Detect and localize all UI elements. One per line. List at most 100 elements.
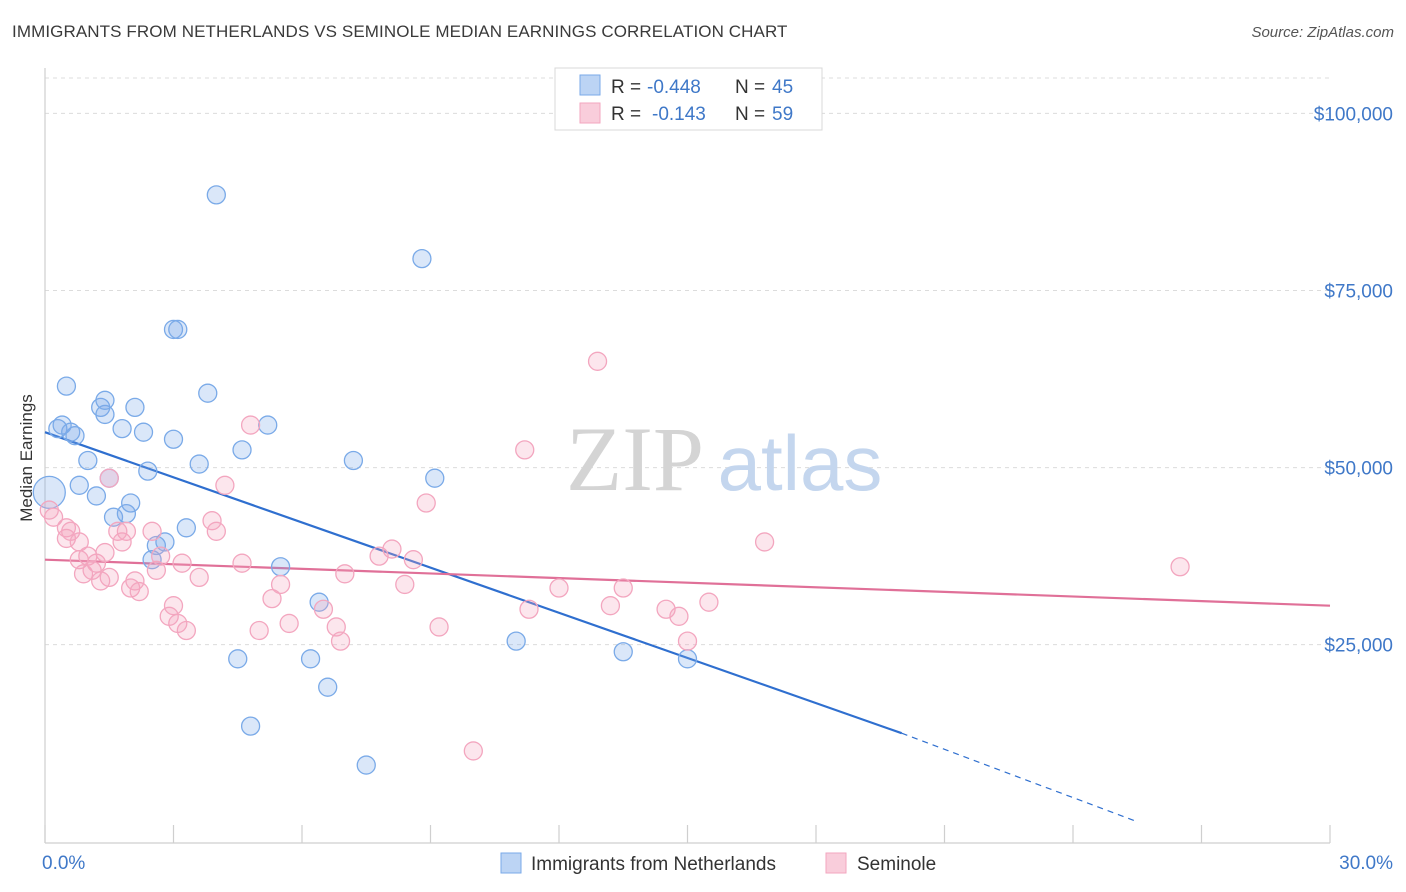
point-seminole [382, 539, 402, 559]
point-netherlands [270, 557, 291, 577]
y-tick-label: $50,000 [1324, 459, 1393, 480]
point-seminole [99, 567, 119, 588]
point-seminole [202, 511, 222, 531]
point-seminole [600, 596, 621, 616]
point-netherlands [121, 493, 141, 513]
legend-n-value-1: 45 [772, 77, 793, 98]
point-netherlands [412, 248, 432, 269]
point-netherlands [189, 454, 209, 474]
point-seminole [395, 574, 415, 595]
point-seminole [232, 553, 252, 573]
axes [44, 68, 1331, 844]
point-netherlands [32, 475, 66, 510]
legend-r-label-2: R = [611, 104, 641, 125]
point-netherlands [506, 631, 526, 651]
legend-n-value-2: 59 [772, 104, 793, 125]
correlation-legend: R = -0.448 N = 45 R = -0.143 N = 59 [554, 67, 823, 131]
point-seminole [249, 620, 269, 641]
watermark-atlas: atlas [718, 419, 883, 507]
point-seminole [129, 581, 149, 602]
trend-lines [44, 431, 1331, 823]
legend-r-value-2: -0.143 [652, 104, 706, 125]
legend-swatch-seminole [579, 102, 601, 124]
point-seminole [176, 620, 197, 641]
point-seminole [116, 521, 137, 541]
point-netherlands [65, 426, 85, 446]
point-netherlands [163, 429, 184, 449]
point-netherlands [95, 390, 115, 410]
y-tick-label: $100,000 [1314, 104, 1393, 125]
zipatlas-watermark: ZIP atlas [566, 408, 882, 510]
point-seminole [549, 578, 569, 598]
point-netherlands [176, 518, 197, 538]
point-netherlands [258, 415, 278, 435]
point-seminole [754, 532, 775, 552]
point-netherlands [163, 319, 184, 340]
data-points [32, 185, 1190, 775]
point-seminole [463, 741, 483, 761]
point-seminole [519, 599, 539, 619]
legend-n-label-2: N = [735, 104, 765, 125]
point-seminole [279, 613, 299, 634]
point-netherlands [232, 440, 252, 460]
point-netherlands [198, 383, 218, 403]
point-netherlands [206, 185, 226, 205]
point-seminole [669, 606, 689, 626]
point-netherlands [69, 475, 89, 495]
point-netherlands [95, 404, 115, 425]
point-seminole [95, 542, 115, 563]
point-netherlands [318, 677, 338, 697]
x-tick-label-min: 0.0% [42, 853, 85, 874]
point-netherlands [300, 649, 321, 669]
point-seminole [270, 574, 291, 595]
series-swatch-netherlands [500, 852, 522, 874]
point-netherlands [613, 642, 633, 662]
point-netherlands [155, 532, 175, 552]
x-tick-labels: 0.0% 30.0% [42, 853, 1393, 874]
y-tick-label: $75,000 [1324, 282, 1393, 303]
point-netherlands [125, 397, 145, 418]
point-seminole [677, 631, 698, 651]
point-seminole [142, 521, 162, 541]
legend-n-label-1: N = [735, 77, 765, 98]
point-netherlands [133, 422, 154, 442]
point-seminole [125, 571, 145, 591]
point-netherlands [343, 450, 364, 471]
point-netherlands [86, 486, 107, 506]
point-seminole [99, 468, 119, 488]
legend-r-label-1: R = [611, 77, 641, 98]
point-seminole [146, 560, 167, 580]
point-seminole [172, 553, 192, 573]
point-seminole [515, 440, 535, 460]
trend-line-netherlands [44, 431, 903, 735]
point-seminole [150, 546, 171, 566]
point-seminole [429, 617, 449, 637]
point-netherlands [78, 450, 98, 471]
point-seminole [1170, 557, 1190, 577]
point-seminole [215, 475, 235, 495]
point-netherlands [425, 468, 445, 488]
point-seminole [313, 599, 334, 619]
point-netherlands [677, 649, 698, 669]
y-tick-labels: $25,000 $50,000 $75,000 $100,000 [1314, 104, 1393, 656]
point-seminole [163, 596, 184, 616]
legend-swatch-netherlands [579, 74, 601, 96]
point-seminole [335, 564, 355, 584]
series-label-netherlands: Immigrants from Netherlands [531, 854, 776, 875]
point-seminole [189, 567, 209, 588]
watermark-zip: ZIP [566, 408, 704, 510]
chart-title: IMMIGRANTS FROM NETHERLANDS VS SEMINOLE … [12, 22, 788, 41]
point-seminole [112, 532, 132, 552]
legend-r-value-1: -0.448 [647, 77, 701, 98]
point-seminole [43, 507, 64, 527]
point-seminole [613, 578, 633, 598]
series-legend: Immigrants from Netherlands Seminole [500, 852, 936, 875]
point-seminole [699, 592, 719, 612]
trend-line-seminole [44, 558, 1331, 607]
y-tick-label: $25,000 [1324, 636, 1393, 657]
point-netherlands [228, 649, 248, 669]
point-seminole [206, 521, 226, 541]
point-seminole [587, 351, 608, 371]
series-label-seminole: Seminole [857, 854, 936, 875]
